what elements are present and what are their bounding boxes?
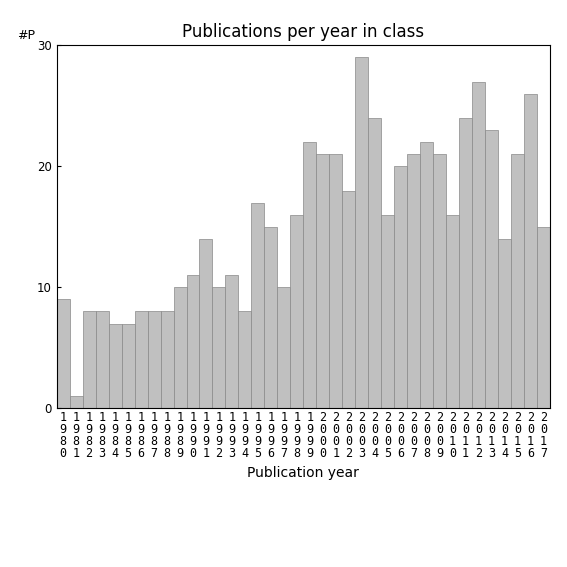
Bar	[290, 215, 303, 408]
Bar	[57, 299, 70, 408]
Bar	[329, 154, 342, 408]
Bar	[316, 154, 329, 408]
Bar	[239, 311, 251, 408]
Bar	[356, 57, 368, 408]
Bar	[498, 239, 511, 408]
Bar	[187, 275, 200, 408]
Bar	[200, 239, 213, 408]
Bar	[121, 324, 134, 408]
Text: #P: #P	[17, 29, 35, 42]
Bar	[226, 275, 239, 408]
Bar	[70, 396, 83, 408]
Bar	[213, 287, 226, 408]
Bar	[134, 311, 147, 408]
Bar	[420, 142, 433, 408]
Bar	[174, 287, 187, 408]
Bar	[303, 142, 316, 408]
X-axis label: Publication year: Publication year	[247, 466, 359, 480]
Bar	[485, 130, 498, 408]
Bar	[264, 227, 277, 408]
Bar	[147, 311, 160, 408]
Bar	[433, 154, 446, 408]
Bar	[511, 154, 524, 408]
Title: Publications per year in class: Publications per year in class	[182, 23, 425, 41]
Bar	[277, 287, 290, 408]
Bar	[109, 324, 121, 408]
Bar	[251, 202, 264, 408]
Bar	[472, 82, 485, 408]
Bar	[342, 191, 356, 408]
Bar	[524, 94, 537, 408]
Bar	[537, 227, 550, 408]
Bar	[446, 215, 459, 408]
Bar	[459, 118, 472, 408]
Bar	[83, 311, 96, 408]
Bar	[407, 154, 420, 408]
Bar	[96, 311, 109, 408]
Bar	[381, 215, 394, 408]
Bar	[368, 118, 381, 408]
Bar	[160, 311, 174, 408]
Bar	[394, 166, 407, 408]
